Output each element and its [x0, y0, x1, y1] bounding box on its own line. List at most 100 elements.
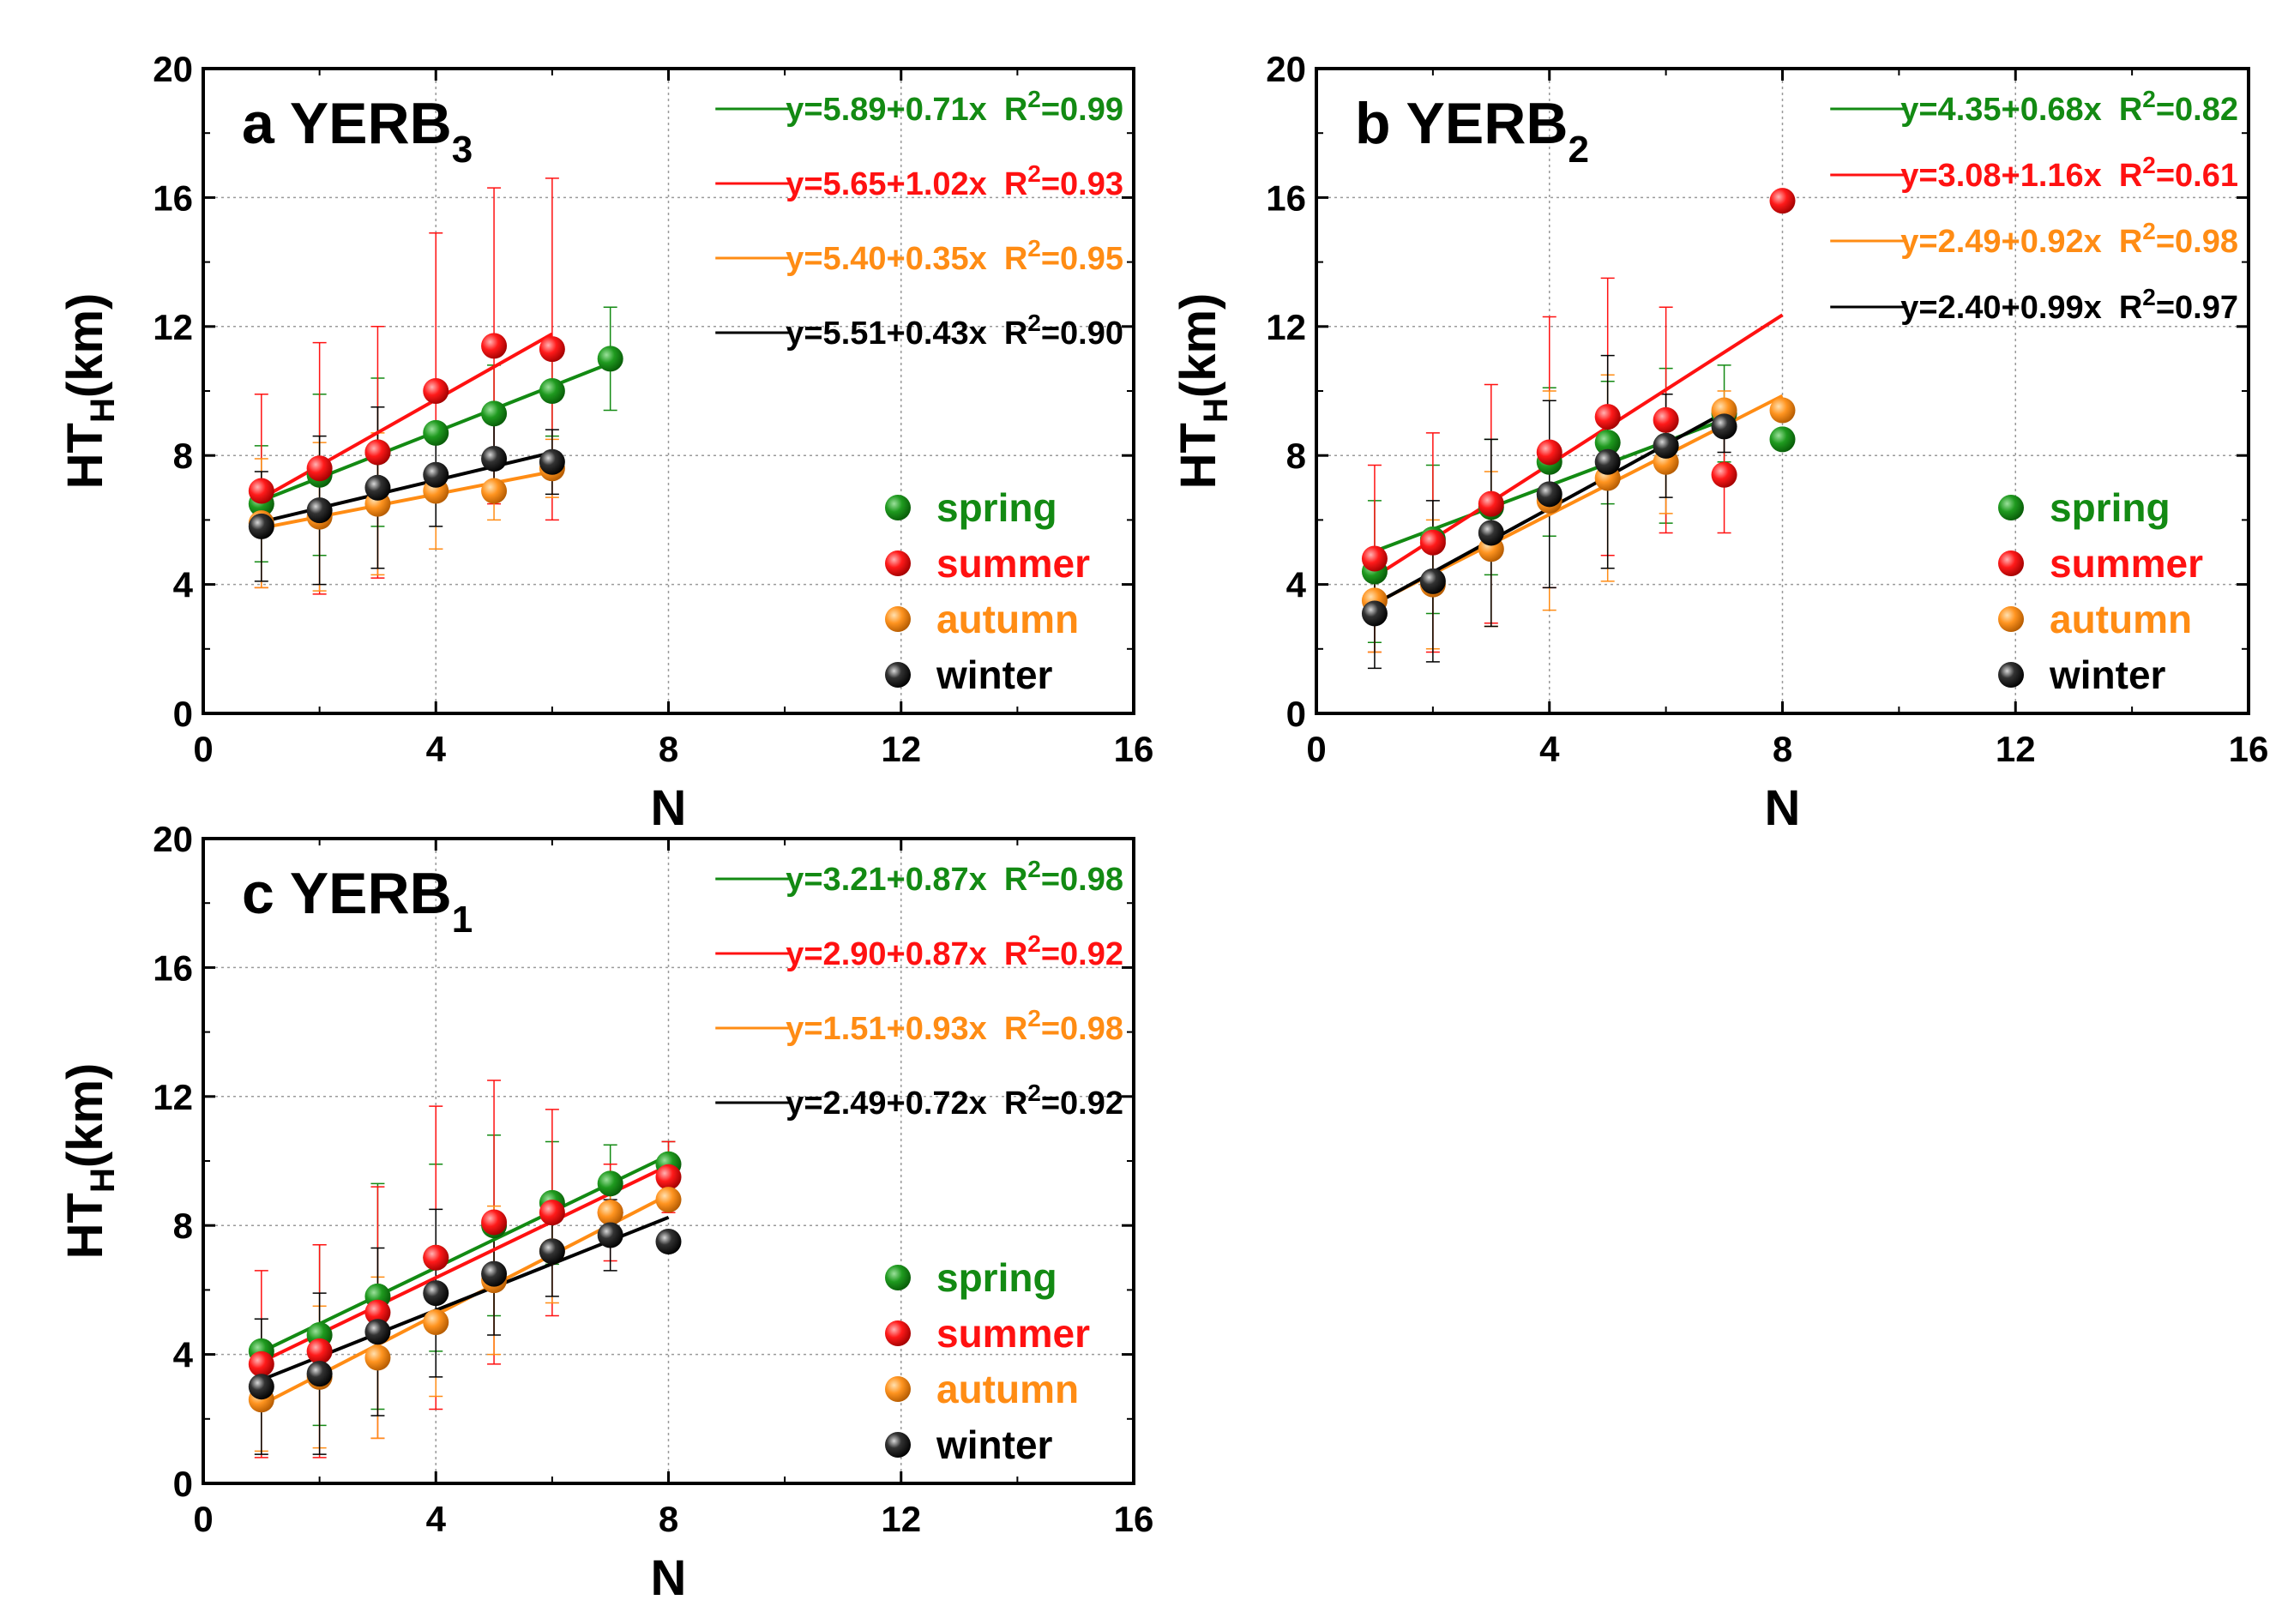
- point-autumn: [1769, 397, 1796, 424]
- fit-r-value: =0.98: [1041, 862, 1123, 898]
- point-winter: [481, 445, 508, 472]
- fit-line-winter: [261, 450, 553, 524]
- y-tick-label: 4: [1286, 565, 1307, 605]
- point-winter: [306, 1361, 333, 1387]
- fit-r-sup: 2: [2142, 218, 2156, 244]
- y-tick-label: 16: [153, 947, 193, 988]
- x-tick-label: 12: [881, 1499, 921, 1539]
- x-tick-label: 16: [1114, 1499, 1154, 1539]
- panel-letter: a: [242, 91, 275, 156]
- legend-label-autumn: autumn: [936, 597, 1079, 641]
- point-summer: [481, 1209, 508, 1236]
- point-spring: [1594, 430, 1621, 456]
- legend-label-spring: spring: [936, 485, 1057, 530]
- y-axis-label: HTH(km): [57, 1063, 122, 1260]
- x-tick-label: 4: [426, 1499, 447, 1539]
- legend-label-summer: summer: [936, 541, 1090, 586]
- point-winter: [1536, 481, 1562, 508]
- point-autumn: [364, 1344, 391, 1371]
- y-tick-label: 8: [173, 436, 193, 476]
- fit-eq-text: y=5.89+0.71x: [786, 92, 987, 128]
- panel-letter: b: [1355, 91, 1391, 156]
- y-tick-label: 20: [153, 819, 193, 859]
- legend-label-summer: summer: [2050, 541, 2203, 586]
- point-winter: [597, 1222, 623, 1248]
- fit-eq-text: y=3.08+1.16x: [1900, 158, 2102, 194]
- fit-r-label: R: [2119, 158, 2142, 194]
- x-tick-label: 0: [193, 1499, 213, 1539]
- legend-marker-winter: [885, 1432, 911, 1458]
- point-autumn: [481, 478, 508, 504]
- fit-equation-winter: y=2.49+0.72x R2=0.92: [786, 1080, 1123, 1122]
- fit-r-sup: 2: [1027, 310, 1041, 336]
- x-tick-label: 16: [2229, 729, 2269, 769]
- fit-equation-autumn: y=5.40+0.35x R2=0.95: [786, 235, 1123, 277]
- legend-marker-spring: [1998, 495, 2024, 520]
- fit-equation-winter: y=5.51+0.43x R2=0.90: [786, 310, 1123, 352]
- fit-eq-text: y=5.65+1.02x: [786, 166, 987, 202]
- panel-station-sub: 2: [1568, 129, 1588, 171]
- point-winter: [1594, 448, 1621, 475]
- point-winter: [364, 1319, 391, 1345]
- fit-eq-text: y=5.40+0.35x: [786, 241, 987, 277]
- fit-r-sup: 2: [1027, 86, 1041, 112]
- y-tick-label: 20: [153, 49, 193, 89]
- fit-r-label: R: [2119, 290, 2142, 326]
- y-label-unit: (km): [57, 1063, 113, 1168]
- fit-equation-autumn: y=1.51+0.93x R2=0.98: [786, 1005, 1123, 1047]
- fit-r-value: =0.97: [2156, 290, 2238, 326]
- point-summer: [1769, 188, 1796, 214]
- fit-r-sup: 2: [1027, 160, 1041, 187]
- fit-r-value: =0.92: [1041, 936, 1123, 972]
- x-tick-label: 0: [1306, 729, 1326, 769]
- y-label-sub: H: [84, 398, 122, 423]
- fit-r-label: R: [1004, 92, 1027, 128]
- fit-eq-text: y=2.90+0.87x: [786, 936, 987, 972]
- point-summer: [364, 1299, 391, 1326]
- fit-r-sup: 2: [1027, 235, 1041, 262]
- x-axis-label: N: [1765, 780, 1801, 836]
- fit-r-sup: 2: [2142, 86, 2156, 112]
- fit-r-sup: 2: [2142, 152, 2156, 178]
- fit-equation-summer: y=2.90+0.87x R2=0.92: [786, 930, 1123, 972]
- point-spring: [597, 346, 623, 372]
- legend-marker-summer: [885, 550, 911, 576]
- y-tick-label: 4: [173, 1335, 194, 1375]
- fit-equation-spring: y=5.89+0.71x R2=0.99: [786, 86, 1123, 128]
- fit-line-summer: [260, 332, 553, 500]
- x-tick-label: 12: [1996, 729, 2036, 769]
- panel-station: YERB: [290, 861, 452, 926]
- panel-title: c YERB1: [242, 861, 473, 941]
- fit-r-value: =0.90: [1041, 316, 1123, 352]
- point-winter: [539, 448, 565, 475]
- fit-r-label: R: [1004, 1086, 1027, 1122]
- fit-equation-spring: y=3.21+0.87x R2=0.98: [786, 856, 1123, 898]
- point-summer: [1653, 406, 1679, 433]
- fit-r-label: R: [1004, 936, 1027, 972]
- fit-r-value: =0.95: [1041, 241, 1123, 277]
- point-spring: [1769, 426, 1796, 453]
- fit-r-label: R: [1004, 166, 1027, 202]
- point-summer: [248, 1350, 274, 1377]
- x-tick-label: 16: [1114, 729, 1154, 769]
- point-winter: [364, 474, 391, 501]
- fit-r-value: =0.99: [1041, 92, 1123, 128]
- x-tick-label: 4: [1539, 729, 1560, 769]
- fit-equation-autumn: y=2.49+0.92x R2=0.98: [1900, 218, 2238, 260]
- point-winter: [1478, 520, 1504, 546]
- point-winter: [248, 1374, 274, 1400]
- point-summer: [1361, 545, 1388, 572]
- x-tick-label: 0: [193, 729, 213, 769]
- legend-marker-autumn: [885, 1376, 911, 1402]
- legend-marker-summer: [1998, 550, 2024, 576]
- panel-title: a YERB3: [242, 91, 473, 171]
- point-winter: [1361, 600, 1388, 627]
- panel-station-sub: 1: [452, 899, 473, 941]
- point-summer: [655, 1164, 682, 1190]
- fit-eq-text: y=1.51+0.93x: [786, 1011, 987, 1047]
- fit-equation-winter: y=2.40+0.99x R2=0.97: [1900, 284, 2238, 326]
